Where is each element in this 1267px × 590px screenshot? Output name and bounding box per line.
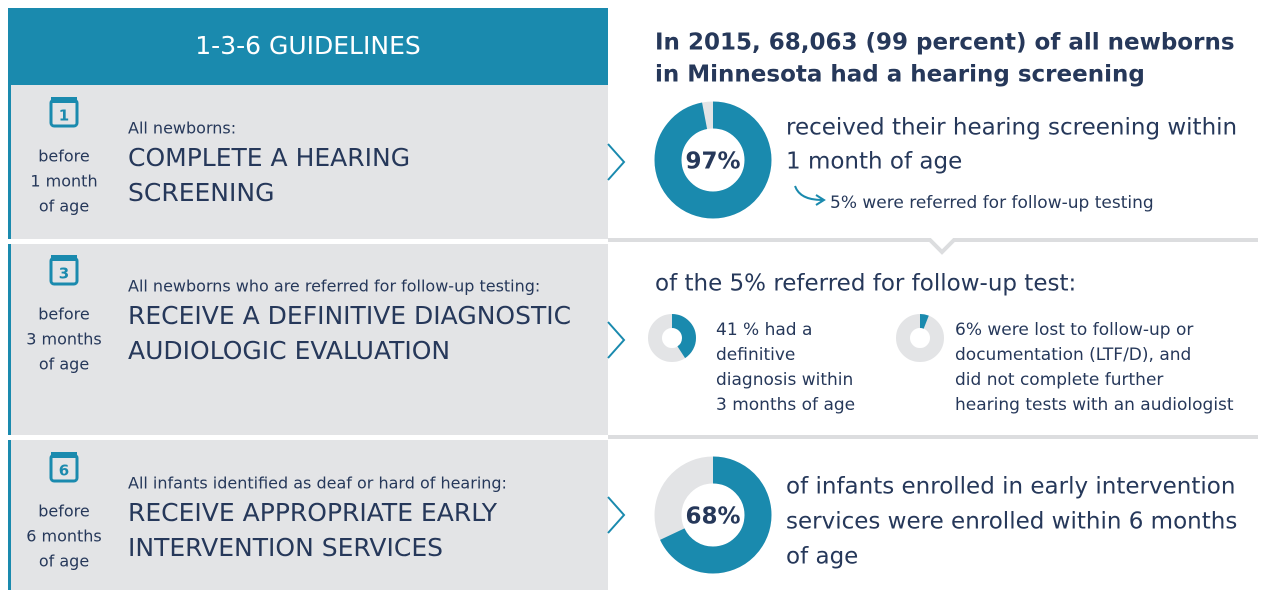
header-band — [8, 8, 608, 85]
timing-text: before — [38, 305, 90, 324]
guidelines-title: 1-3-6 GUIDELINES — [195, 31, 420, 60]
donut-arc — [654, 456, 772, 574]
left-panel — [8, 8, 608, 590]
section-separator — [608, 238, 1258, 255]
row-separator — [8, 435, 608, 440]
timing-text: of age — [39, 355, 89, 374]
intervention-text: services were enrolled within 6 months — [786, 509, 1237, 535]
donut-arc — [654, 101, 772, 219]
audience-text: All newborns who are referred for follow… — [128, 277, 540, 296]
calendar-top — [51, 452, 77, 458]
timing-text: 3 months — [26, 330, 102, 349]
screening-text: received their hearing screening within — [786, 115, 1237, 141]
headline: in Minnesota had a hearing screening — [655, 62, 1145, 88]
note-arrow-head — [815, 194, 826, 206]
row-separator — [8, 239, 608, 244]
calendar-top — [51, 255, 77, 261]
diagnosis-text: diagnosis within — [716, 370, 853, 390]
audience-text: All newborns: — [128, 119, 236, 138]
diagnosis-text: definitive — [716, 345, 795, 365]
donut-arc — [648, 314, 696, 362]
action-text: INTERVENTION SERVICES — [128, 533, 443, 562]
diagnosis-text: did not complete further — [955, 370, 1163, 390]
diagnosis-text: 3 months of age — [716, 395, 855, 415]
action-text: COMPLETE A HEARING — [128, 143, 410, 172]
row-chevron — [607, 496, 626, 534]
donut-arc — [896, 314, 944, 362]
intervention-text: of age — [786, 544, 858, 570]
action-text: AUDIOLOGIC EVALUATION — [128, 336, 450, 365]
diagnosis-text: 41 % had a — [716, 320, 812, 340]
timing-text: 1 month — [30, 172, 97, 191]
timing-text: 6 months — [26, 527, 102, 546]
calendar-number: 3 — [59, 265, 69, 283]
diagnosis-text: 6% were lost to follow-up or — [955, 320, 1193, 340]
row-chevron — [607, 321, 626, 359]
calendar-number: 6 — [59, 462, 69, 480]
diagnosis-text: hearing tests with an audiologist — [955, 395, 1234, 415]
calendar-top — [51, 97, 77, 103]
note-arrow — [794, 185, 823, 201]
screening-text: 1 month of age — [786, 149, 962, 175]
donut-label: 97% — [685, 149, 740, 175]
diagnosis-heading: of the 5% referred for follow-up test: — [655, 271, 1076, 297]
action-text: RECEIVE A DEFINITIVE DIAGNOSTIC — [128, 301, 571, 330]
row-chevron — [607, 143, 626, 181]
calendar-number: 1 — [59, 107, 69, 125]
headline: In 2015, 68,063 (99 percent) of all newb… — [655, 30, 1235, 56]
intervention-text: of infants enrolled in early interventio… — [786, 474, 1235, 500]
timing-text: of age — [39, 197, 89, 216]
diagnosis-text: documentation (LTF/D), and — [955, 345, 1191, 365]
timing-text: before — [38, 502, 90, 521]
action-text: RECEIVE APPROPRIATE EARLY — [128, 498, 498, 527]
audience-text: All infants identified as deaf or hard o… — [128, 474, 507, 493]
timing-text: of age — [39, 552, 89, 571]
action-text: SCREENING — [128, 178, 274, 207]
timing-text: before — [38, 147, 90, 166]
donut-label: 68% — [685, 504, 740, 530]
panel-edge — [8, 8, 11, 590]
screening-note: 5% were referred for follow-up testing — [830, 193, 1154, 213]
